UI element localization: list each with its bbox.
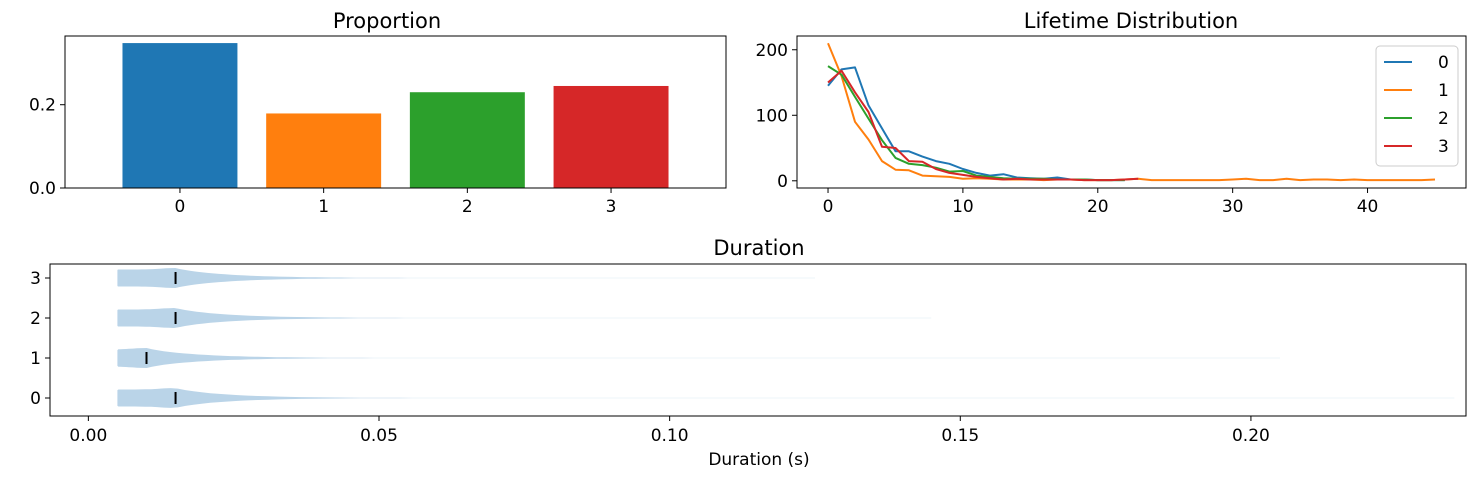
lifetime-axes-frame [796,35,1467,189]
x-tick-label: 10 [952,197,974,217]
x-tick-label: 0.05 [360,426,398,446]
x-tick-label: 0 [175,197,186,217]
violin-1 [117,348,1280,368]
y-tick-label: 0.0 [29,179,56,199]
legend-label-2: 2 [1438,109,1449,129]
x-tick-label: 40 [1357,197,1379,217]
x-tick-label: 3 [606,197,617,217]
violin-3 [117,268,815,288]
series-line-1 [827,42,1436,182]
y-tick-label: 3 [30,269,41,289]
legend-label-1: 1 [1438,81,1449,101]
x-tick-label: 0 [823,197,834,217]
duration-axes-frame [49,263,1467,417]
duration-x-axis-label: Duration (s) [708,450,809,470]
legend-label-3: 3 [1438,137,1449,157]
y-tick-label: 0 [30,389,41,409]
duration-chart: Duration 0.00 0.05 0.10 0.15 0.20 0 1 2 3 Durati… [30,236,1467,470]
violin-2 [117,308,932,328]
proportion-axes-frame [64,35,727,189]
proportion-chart: Proportion 0 1 2 3 0.0 0.2 [29,9,727,217]
y-tick-label: 0 [777,172,788,192]
y-tick-label: 2 [30,309,41,329]
legend-label-0: 0 [1438,53,1449,73]
y-tick-label: 1 [30,349,41,369]
x-tick-label: 20 [1087,197,1109,217]
x-tick-label: 30 [1222,197,1244,217]
y-tick-label: 100 [756,106,788,126]
legend: 0 1 2 3 [1375,45,1459,167]
bar-2 [409,92,525,188]
x-tick-label: 1 [318,197,329,217]
x-tick-label: 2 [462,197,473,217]
x-tick-label: 0.15 [941,426,979,446]
series-line-3 [827,69,1139,182]
x-tick-label: 0.20 [1232,426,1270,446]
legend-box [1375,45,1459,167]
duration-title: Duration [713,236,804,260]
x-tick-label: 0.10 [651,426,689,446]
bar-3 [553,85,669,188]
y-tick-label: 200 [756,41,788,61]
violin-0 [117,388,1455,408]
y-tick-label: 0.2 [29,96,56,116]
lifetime-title: Lifetime Distribution [1024,9,1238,33]
bar-0 [122,43,238,188]
x-tick-label: 0.00 [69,426,107,446]
proportion-title: Proportion [333,9,441,33]
bar-1 [266,113,382,188]
